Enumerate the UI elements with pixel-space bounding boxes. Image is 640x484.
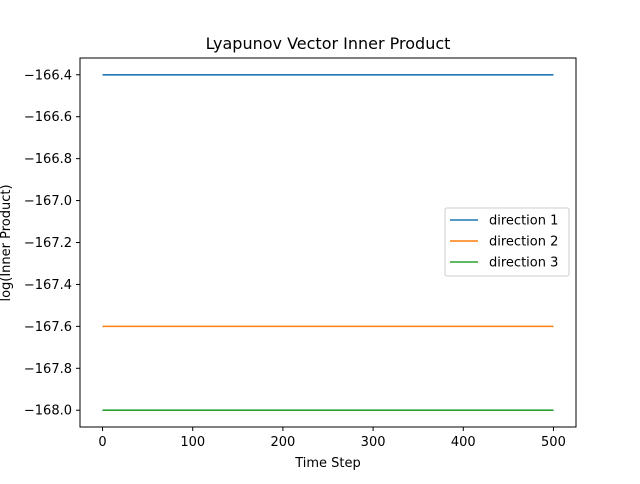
y-tick-label: −167.0	[24, 194, 72, 209]
y-tick-label: −168.0	[24, 404, 72, 419]
y-tick-label: −167.8	[24, 362, 72, 377]
y-tick-label: −167.6	[24, 320, 72, 335]
x-tick-label: 0	[98, 435, 106, 450]
chart-title: Lyapunov Vector Inner Product	[206, 34, 451, 53]
y-tick-label: −167.4	[24, 278, 72, 293]
y-tick-label: −166.4	[24, 68, 72, 83]
y-tick-label: −166.8	[24, 152, 72, 167]
series-lines	[102, 73, 554, 412]
legend-label-3: direction 3	[489, 256, 558, 271]
x-tick-label: 200	[270, 435, 295, 450]
y-tick-label: −167.2	[24, 236, 72, 251]
legend-label-1: direction 1	[489, 214, 558, 229]
legend: direction 1 direction 2 direction 3	[444, 207, 570, 277]
x-tick-label: 100	[180, 435, 205, 450]
legend-box	[444, 207, 570, 277]
y-tick-label: −166.6	[24, 110, 72, 125]
x-tick-label: 300	[361, 435, 386, 450]
legend-label-2: direction 2	[489, 235, 558, 250]
x-axis-label: Time Step	[294, 456, 361, 471]
x-tick-label: 400	[451, 435, 476, 450]
plot-frame	[79, 57, 577, 428]
x-axis-ticks: 0 100 200 300 400 500	[98, 427, 566, 450]
y-axis-label: log(Inner Product)	[0, 184, 14, 301]
y-axis-ticks: −168.0 −167.8 −167.6 −167.4 −167.2 −167.0 −166…	[24, 68, 80, 419]
x-tick-label: 500	[541, 435, 566, 450]
